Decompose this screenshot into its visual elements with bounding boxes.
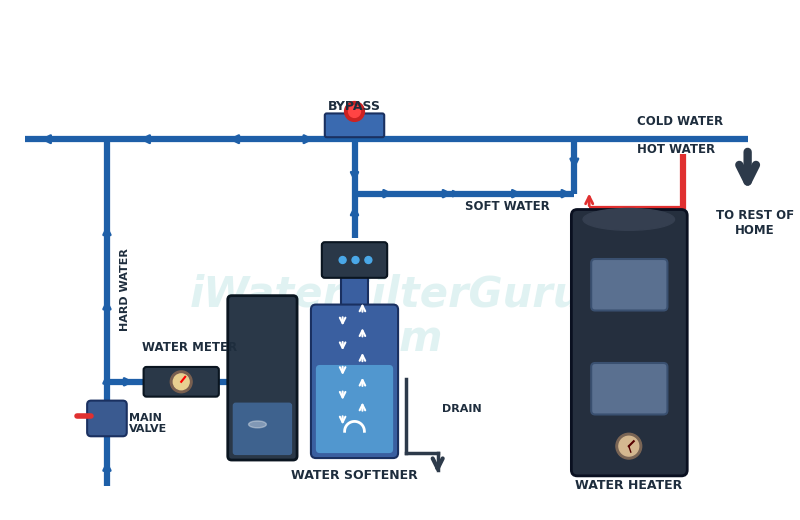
Circle shape (619, 436, 638, 456)
Circle shape (352, 256, 359, 264)
Text: WATER SOFTENER: WATER SOFTENER (291, 470, 418, 483)
FancyBboxPatch shape (87, 400, 126, 436)
Text: .com: .com (330, 318, 442, 360)
FancyBboxPatch shape (591, 259, 667, 310)
Text: SOFT WATER: SOFT WATER (466, 200, 550, 213)
FancyBboxPatch shape (325, 113, 384, 137)
FancyBboxPatch shape (571, 210, 687, 476)
Text: COLD WATER: COLD WATER (637, 115, 723, 128)
Text: WATER HEATER: WATER HEATER (575, 479, 682, 492)
FancyBboxPatch shape (228, 296, 297, 460)
FancyBboxPatch shape (322, 242, 387, 278)
Circle shape (365, 256, 372, 264)
FancyBboxPatch shape (591, 363, 667, 414)
Text: iWaterFilterGuru: iWaterFilterGuru (190, 274, 583, 316)
Circle shape (616, 433, 642, 459)
Text: MAIN
VALVE: MAIN VALVE (129, 412, 167, 434)
Text: WATER METER: WATER METER (142, 341, 237, 354)
FancyBboxPatch shape (316, 365, 393, 453)
FancyBboxPatch shape (341, 275, 368, 309)
Ellipse shape (249, 421, 266, 428)
Text: HARD WATER: HARD WATER (120, 248, 130, 331)
Circle shape (170, 371, 192, 393)
Text: DRAIN: DRAIN (442, 404, 482, 413)
FancyBboxPatch shape (233, 402, 292, 455)
Text: HOT WATER: HOT WATER (637, 142, 715, 155)
Circle shape (345, 101, 365, 121)
FancyBboxPatch shape (311, 305, 398, 458)
Text: TO REST OF
HOME: TO REST OF HOME (715, 209, 794, 237)
FancyBboxPatch shape (143, 367, 219, 397)
Circle shape (349, 106, 361, 118)
Text: BYPASS: BYPASS (328, 100, 381, 113)
Ellipse shape (583, 209, 674, 230)
Circle shape (339, 256, 346, 264)
Circle shape (174, 374, 189, 389)
